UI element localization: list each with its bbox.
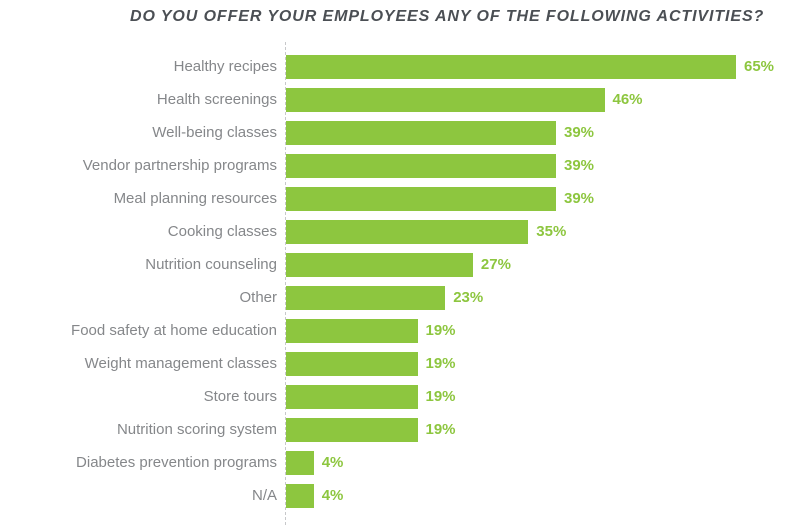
bar-track: 4%	[286, 446, 800, 479]
category-label: Nutrition counseling	[145, 256, 277, 273]
bar	[286, 120, 556, 145]
value-label: 39%	[564, 157, 595, 174]
category-label: Health screenings	[156, 91, 277, 108]
bar-track: 27%	[286, 248, 800, 281]
bar-track: 39%	[286, 182, 800, 215]
chart-row: Health screenings 46%	[0, 83, 800, 116]
category-label: Weight management classes	[84, 355, 277, 372]
chart-row: Weight management classes 19%	[0, 347, 800, 380]
category-label: Cooking classes	[167, 223, 277, 240]
category-label: N/A	[251, 487, 277, 504]
bar	[286, 351, 418, 376]
chart-row: Other 23%	[0, 281, 800, 314]
chart-row: Healthy recipes 65%	[0, 50, 800, 83]
category-label: Meal planning resources	[113, 190, 277, 207]
bar	[286, 219, 529, 244]
bar-track: 46%	[286, 83, 800, 116]
value-label: 19%	[425, 421, 456, 438]
category-label: Store tours	[203, 388, 277, 405]
value-label: 39%	[564, 124, 595, 141]
value-label: 46%	[612, 91, 643, 108]
category-label: Vendor partnership programs	[82, 157, 277, 174]
bar-track: 19%	[286, 347, 800, 380]
value-label: 19%	[425, 322, 456, 339]
chart-rows: Healthy recipes 65% Health screenings 46% We…	[0, 50, 800, 512]
bar-track: 35%	[286, 215, 800, 248]
bar-track: 19%	[286, 413, 800, 446]
value-label: 27%	[480, 256, 511, 273]
chart-row: Store tours 19%	[0, 380, 800, 413]
category-label: Other	[239, 289, 277, 306]
bar	[286, 450, 314, 475]
bar	[286, 54, 736, 79]
chart-row: Food safety at home education 19%	[0, 314, 800, 347]
bar-track: 19%	[286, 380, 800, 413]
chart-row: Diabetes prevention programs 4%	[0, 446, 800, 479]
value-label: 19%	[425, 388, 456, 405]
chart-row: Meal planning resources 39%	[0, 182, 800, 215]
value-label: 35%	[536, 223, 567, 240]
bar-track: 65%	[286, 50, 800, 83]
bar	[286, 252, 473, 277]
category-label: Food safety at home education	[71, 322, 277, 339]
zero-axis-dashed-line	[285, 42, 286, 525]
bar-track: 39%	[286, 149, 800, 182]
chart-row: Well-being classes 39%	[0, 116, 800, 149]
bar-track: 39%	[286, 116, 800, 149]
bar-track: 23%	[286, 281, 800, 314]
chart-row: Nutrition counseling 27%	[0, 248, 800, 281]
bar	[286, 384, 418, 409]
chart-title: DO YOU OFFER YOUR EMPLOYEES ANY OF THE F…	[130, 8, 765, 25]
bar	[286, 285, 446, 310]
chart-row: Nutrition scoring system 19%	[0, 413, 800, 446]
value-label: 4%	[321, 454, 344, 471]
chart-row: N/A 4%	[0, 479, 800, 512]
category-label: Diabetes prevention programs	[76, 454, 277, 471]
bar	[286, 87, 605, 112]
category-label: Healthy recipes	[173, 58, 277, 75]
chart-row: Cooking classes 35%	[0, 215, 800, 248]
value-label: 23%	[453, 289, 484, 306]
bar-track: 4%	[286, 479, 800, 512]
value-label: 39%	[564, 190, 595, 207]
bar	[286, 483, 314, 508]
chart-row: Vendor partnership programs 39%	[0, 149, 800, 182]
value-label: 19%	[425, 355, 456, 372]
bar-track: 19%	[286, 314, 800, 347]
value-label: 65%	[744, 58, 775, 75]
value-label: 4%	[321, 487, 344, 504]
category-label: Well-being classes	[152, 124, 277, 141]
bar	[286, 186, 556, 211]
bar	[286, 417, 418, 442]
bar	[286, 318, 418, 343]
bar	[286, 153, 556, 178]
category-label: Nutrition scoring system	[116, 421, 277, 438]
